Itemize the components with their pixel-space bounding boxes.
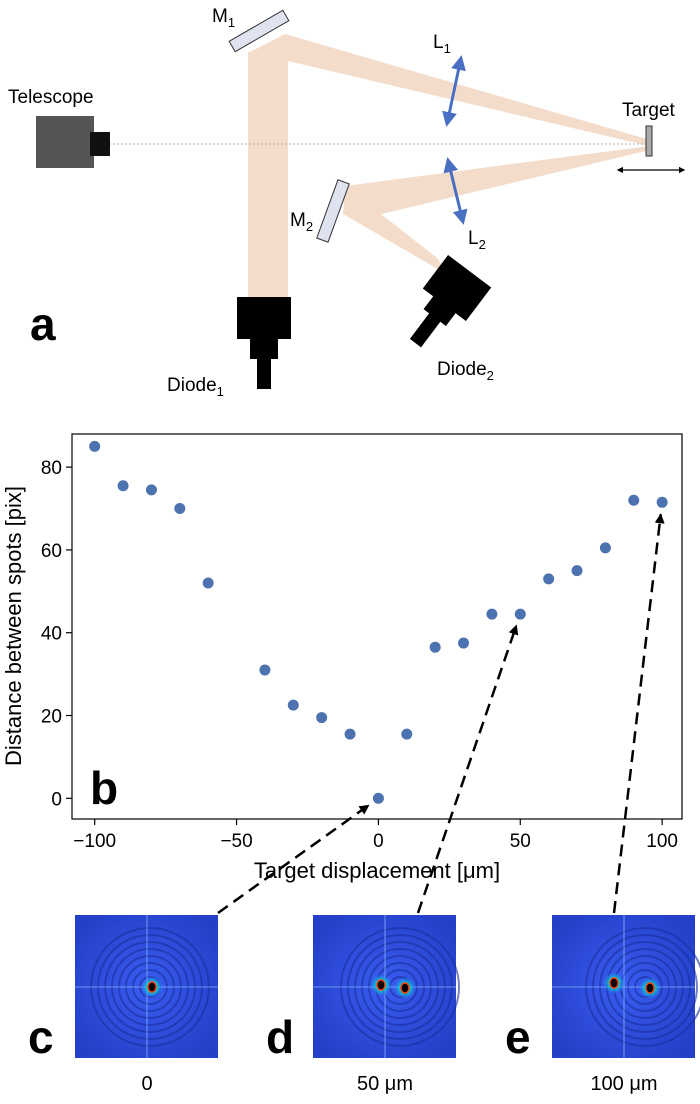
chart-panel: 0 20 40 60 80 −100 −50 0 50 100 Target displacem…: [1, 433, 683, 883]
y-tick-label: 20: [41, 707, 62, 728]
inset-caption: 50 μm: [357, 1073, 413, 1095]
data-point: [599, 542, 611, 554]
plot-frame: [71, 433, 683, 820]
inset-e: e 100 μm: [505, 915, 700, 1095]
inset-connector-arrow: [416, 624, 519, 914]
data-point: [344, 728, 356, 740]
laser-spot: [376, 979, 386, 991]
x-tick-label: 50: [510, 831, 531, 852]
diode1: [237, 297, 291, 389]
data-point: [259, 664, 271, 676]
inset-d: d 50 μm: [266, 915, 460, 1095]
data-points: [89, 440, 668, 804]
data-point: [429, 641, 441, 653]
x-tick-label: 0: [373, 831, 384, 852]
y-axis-label: Distance between spots [pix]: [1, 486, 26, 766]
inset-caption: 0: [141, 1073, 152, 1095]
lens2-label: L2: [468, 228, 486, 252]
y-tick-label: 0: [51, 789, 62, 810]
mirror2: [316, 179, 350, 243]
mirror1: [228, 9, 290, 53]
telescope-eyepiece: [90, 132, 110, 156]
inset-connector-arrow: [217, 804, 370, 915]
data-point: [145, 484, 157, 496]
beam-diode1: [248, 52, 288, 300]
laser-spot: [645, 982, 655, 994]
y-tick-label: 80: [41, 458, 62, 479]
laser-spot: [400, 982, 410, 994]
panel-label-d: d: [266, 1011, 294, 1063]
inset-caption: 100 μm: [590, 1073, 657, 1095]
diode2-label: Diode2: [437, 359, 494, 383]
data-point: [656, 496, 668, 508]
data-point: [514, 608, 526, 620]
mirror1-label: M1: [212, 6, 235, 30]
schematic-panel: Telescope M1 M2 L1 L2 Target Diode1 Di: [8, 6, 686, 399]
data-point: [287, 699, 299, 711]
x-tick-label: −50: [220, 831, 252, 852]
inset-c: c0: [28, 915, 218, 1095]
telescope-label: Telescope: [8, 87, 94, 108]
telescope-body: [36, 116, 94, 168]
y-ticks: 0 20 40 60 80: [41, 458, 72, 810]
data-point: [117, 480, 129, 492]
data-point: [316, 712, 328, 724]
data-point: [372, 792, 384, 804]
beam-m2-to-diode2b: [343, 186, 448, 275]
beam-target-to-m2: [345, 146, 650, 218]
data-point: [174, 503, 186, 515]
inset-connectors: [217, 513, 665, 915]
target-label: Target: [622, 100, 676, 121]
lens1-label: L1: [433, 32, 451, 56]
inset-connector-arrow: [612, 513, 665, 914]
data-point: [89, 440, 101, 452]
data-point: [458, 637, 470, 649]
laser-spot: [147, 981, 157, 993]
laser-spot: [609, 977, 619, 989]
lens2: [443, 157, 468, 225]
data-point: [202, 577, 214, 589]
panel-label-c: c: [28, 1011, 54, 1063]
lens1: [442, 55, 466, 127]
y-tick-label: 60: [41, 541, 62, 562]
panel-label-e: e: [505, 1011, 531, 1063]
data-point: [401, 728, 413, 740]
diode1-label: Diode1: [167, 375, 224, 399]
data-point: [486, 608, 498, 620]
target: [645, 125, 653, 157]
panel-label-a: a: [30, 298, 56, 350]
data-point: [571, 565, 583, 577]
x-tick-label: −100: [73, 831, 116, 852]
y-tick-label: 40: [41, 624, 62, 645]
x-axis-label: Target displacement [μm]: [254, 858, 500, 883]
data-point: [628, 494, 640, 506]
diode2: [409, 254, 492, 348]
mirror2-label: M2: [290, 210, 313, 234]
data-point: [543, 573, 555, 585]
x-ticks: −100 −50 0 50 100: [73, 819, 678, 852]
x-tick-label: 100: [646, 831, 678, 852]
panel-label-b: b: [90, 762, 118, 814]
